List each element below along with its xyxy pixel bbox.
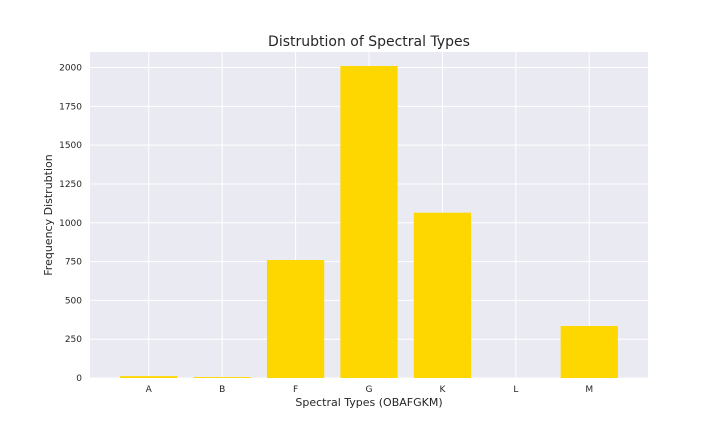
x-tick-label: F (293, 385, 298, 395)
x-tick-label: A (146, 385, 153, 395)
bar-A (120, 376, 178, 378)
x-tick-label: L (513, 385, 518, 395)
y-tick-label: 1250 (59, 180, 82, 190)
x-tick-label: K (439, 385, 446, 395)
y-tick-label: 2000 (59, 64, 82, 74)
bars (120, 65, 618, 378)
chart-title: Distrubtion of Spectral Types (268, 34, 470, 50)
bar-G (340, 65, 398, 378)
bar-B (193, 377, 251, 378)
x-tick-label: B (219, 385, 225, 395)
y-tick-labels: 0 250 500 750 1000 1250 1500 1750 2000 (59, 64, 82, 384)
y-tick-label: 500 (65, 296, 82, 306)
y-tick-label: 0 (76, 374, 82, 384)
bar-F (266, 260, 325, 378)
bar-K (413, 212, 472, 378)
y-tick-label: 1750 (59, 102, 82, 112)
y-tick-label: 1000 (59, 219, 82, 229)
y-tick-label: 250 (65, 335, 82, 345)
x-tick-label: M (585, 385, 593, 395)
y-tick-label: 1500 (59, 141, 82, 151)
y-axis-label: Frequency Distrubtion (42, 154, 55, 275)
bar-M (560, 325, 618, 378)
x-tick-label: G (366, 385, 373, 395)
x-axis-label: Spectral Types (OBAFGKM) (295, 396, 442, 409)
y-tick-label: 750 (65, 258, 82, 268)
